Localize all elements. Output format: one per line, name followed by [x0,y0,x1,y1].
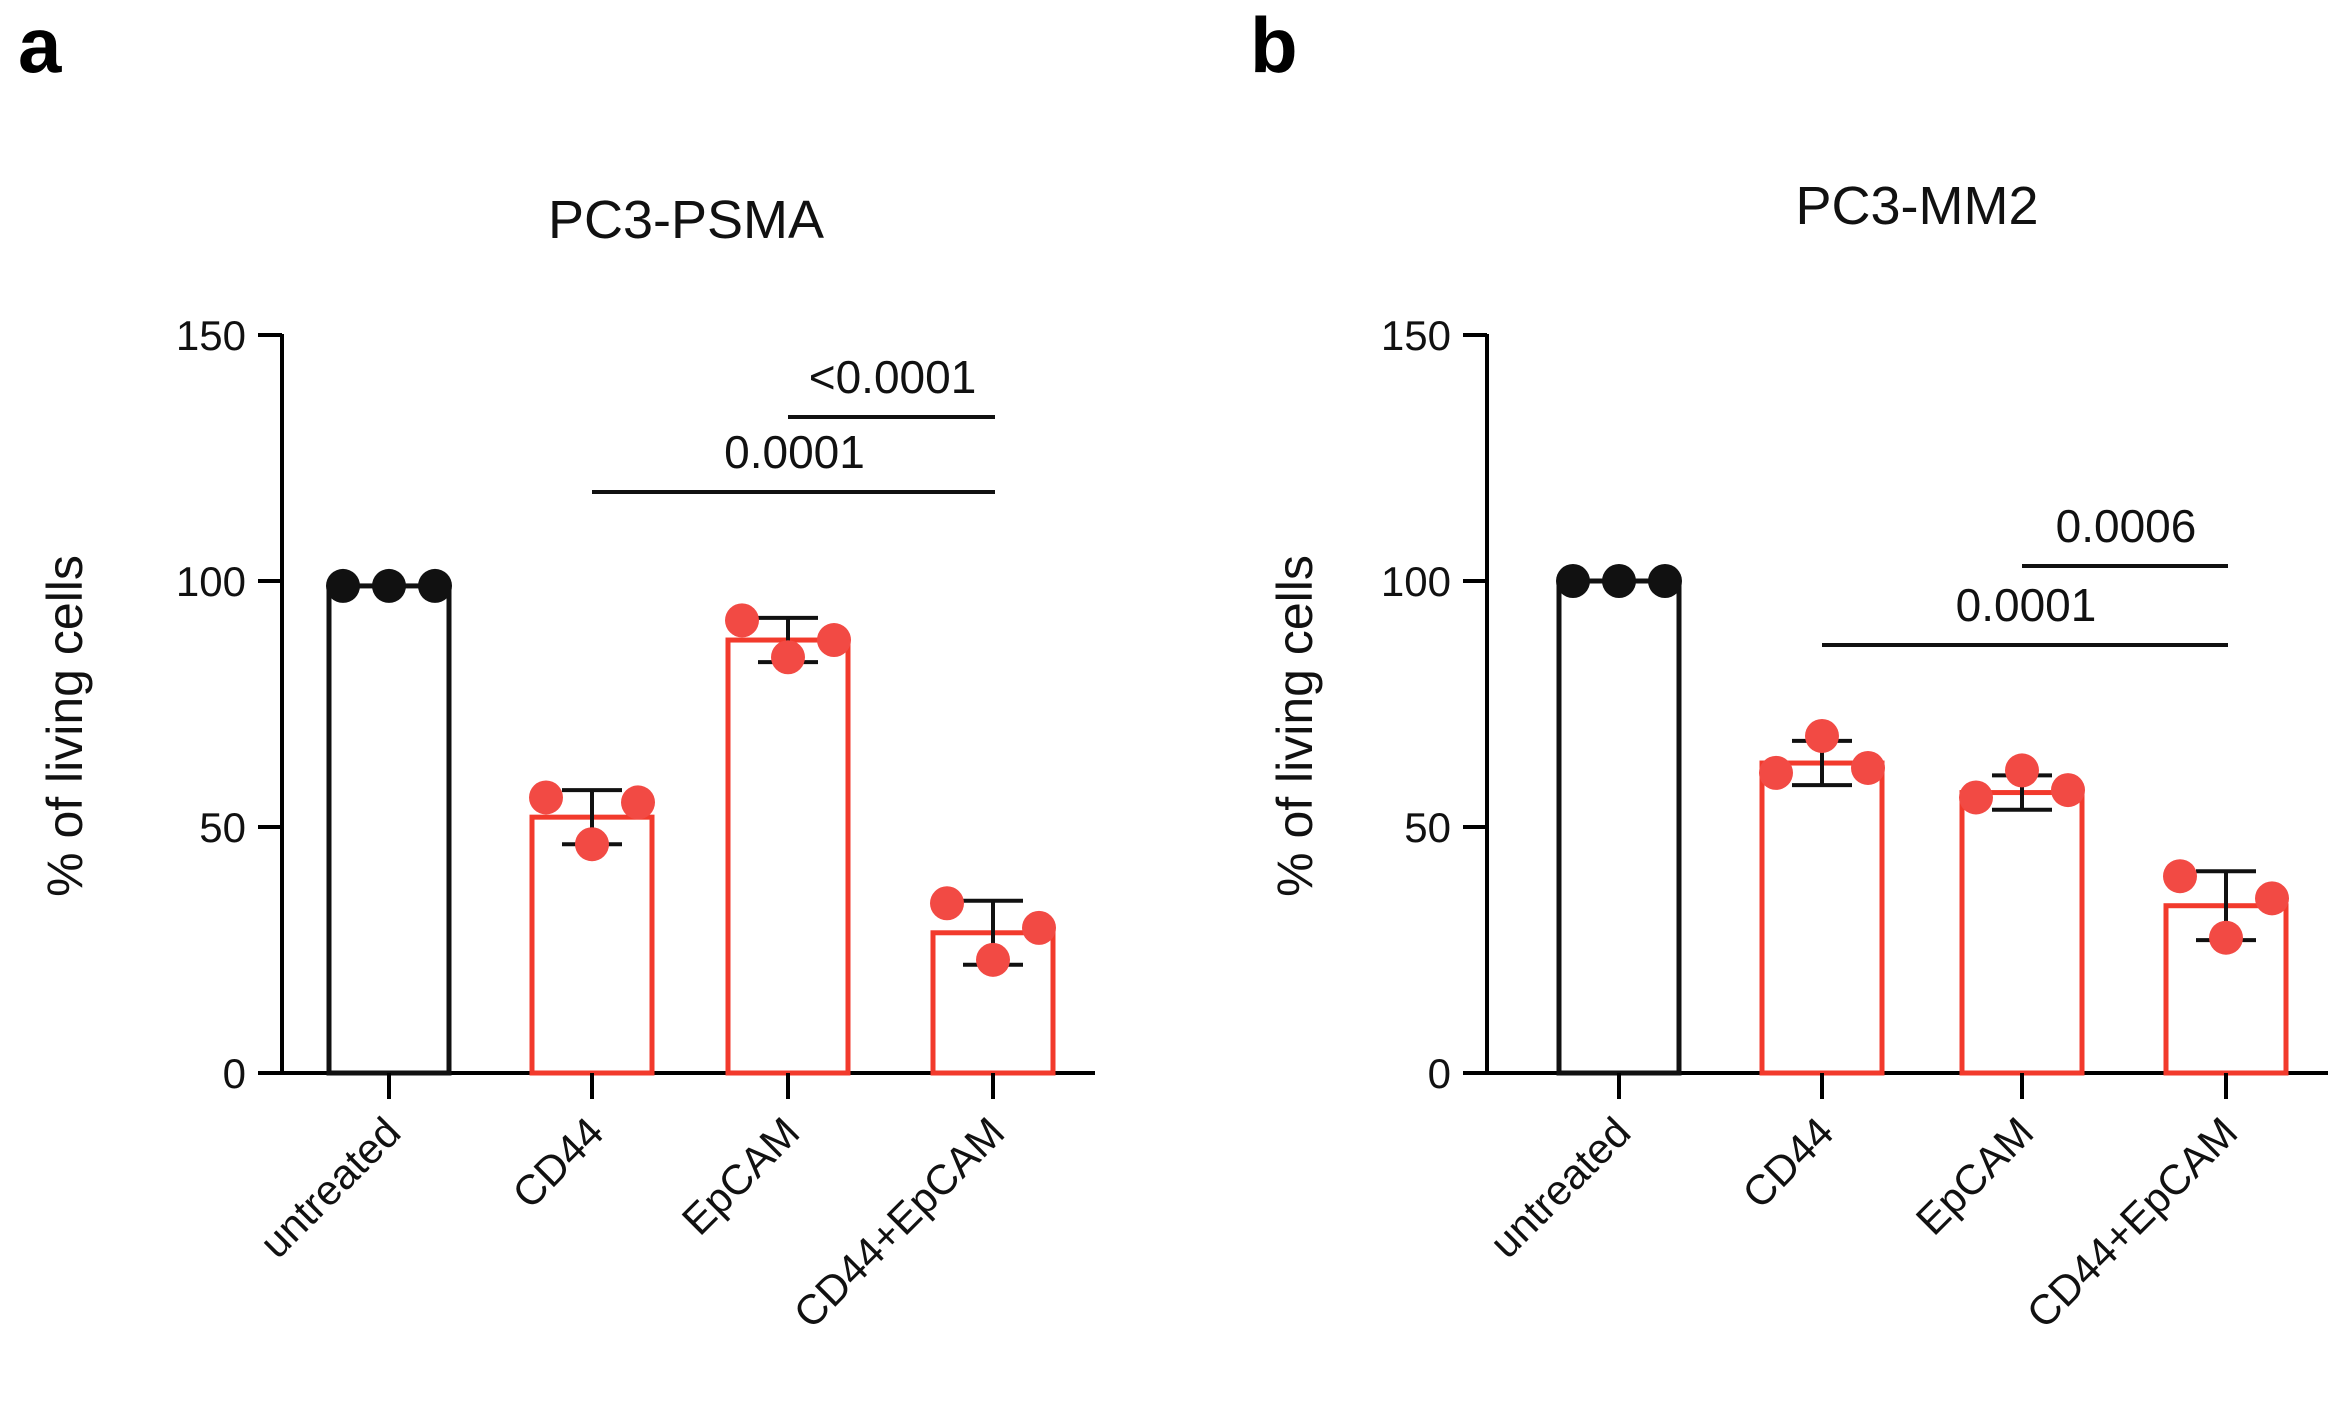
data-point [2209,920,2243,955]
data-point [817,623,851,658]
data-point [2051,773,2085,808]
bar [326,583,452,1076]
x-tick-label: untreated [251,1108,410,1267]
data-point [326,568,360,603]
data-point [976,942,1010,977]
data-point [1805,718,1839,753]
data-point [529,780,563,815]
data-point [1022,910,1056,945]
data-point [418,568,452,603]
y-axis-label: % of living cells [1267,555,1323,897]
chart-panel-b: b PC3-MM2 % of living cells 0 50 100 150 untrea… [1250,1,2328,1337]
x-tick-label: CD44+EpCAM [785,1108,1014,1337]
bar [1759,760,1885,1076]
y-tick-label: 0 [223,1050,246,1097]
y-tick-label: 50 [1404,804,1451,851]
chart-panel-a: a PC3-PSMA % of living cells 0 50 100 150 untre… [18,1,1095,1337]
data-point [1851,750,1885,785]
data-point [575,827,609,862]
y-tick-label: 0 [1428,1050,1451,1097]
data-point [1556,564,1590,598]
y-tick-label: 100 [176,558,246,605]
y-tick-label: 150 [176,312,246,359]
y-tick-label: 150 [1381,312,1451,359]
y-tick-label: 100 [1381,558,1451,605]
chart-title: PC3-MM2 [1795,176,2038,236]
data-point [1602,564,1636,598]
data-point [2005,753,2039,788]
panel-letter: b [1250,1,1298,89]
data-point [1959,780,1993,815]
data-point [1648,564,1682,598]
data-point [771,640,805,675]
p-value-label: 0.0001 [1956,579,2097,631]
x-tick-label: EpCAM [673,1108,809,1244]
data-point [372,568,406,603]
p-value-label: 0.0006 [2056,500,2197,552]
data-point [2163,859,2197,894]
data-point [2255,881,2289,916]
y-axis-label: % of living cells [37,555,93,897]
p-value-label: <0.0001 [809,351,977,403]
x-tick-label: untreated [1481,1108,1640,1267]
x-tick-label: CD44+EpCAM [2018,1108,2247,1337]
x-tick-label: EpCAM [1907,1108,2043,1244]
x-tick-label: CD44 [1733,1108,1842,1217]
x-tick-label: CD44 [503,1108,612,1217]
data-point [930,886,964,921]
data-point [1759,755,1793,790]
chart-title: PC3-PSMA [548,190,824,250]
p-value-label: 0.0001 [724,426,865,478]
y-tick-label: 50 [199,804,246,851]
bar [725,637,851,1076]
data-point [725,603,759,638]
bar [1556,578,1682,1076]
bar [1959,790,2085,1076]
data-point [621,785,655,820]
panel-letter: a [18,1,62,89]
